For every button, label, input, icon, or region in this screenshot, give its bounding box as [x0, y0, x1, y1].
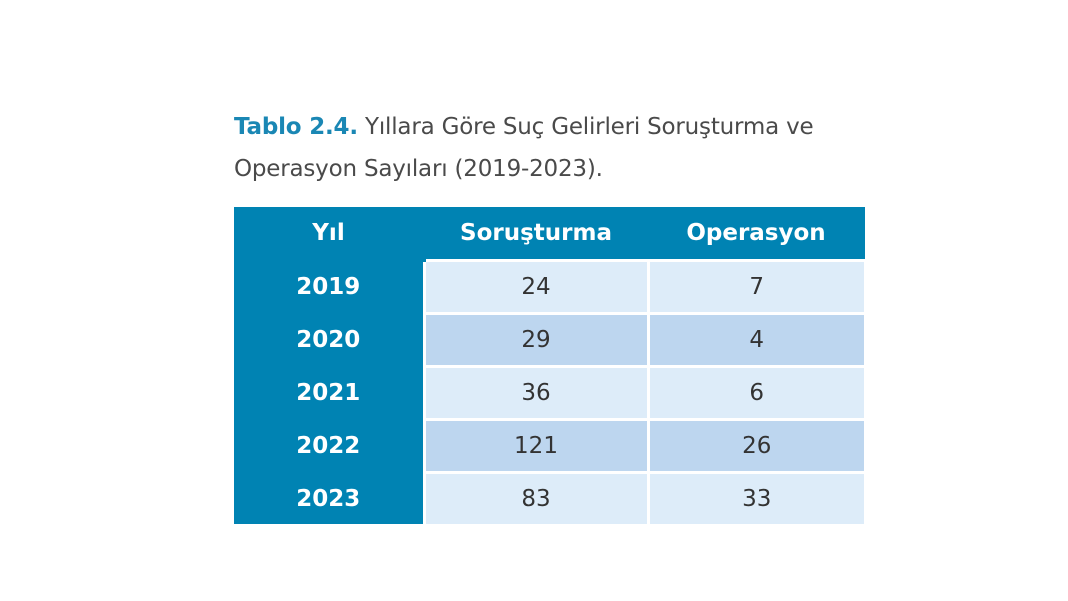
cell-operasyon: 33 — [646, 471, 864, 524]
header-row: Yıl Soruşturma Operasyon — [234, 207, 865, 261]
cell-year: 2023 — [234, 471, 424, 524]
table-row: 2020 29 4 — [234, 312, 864, 367]
table-caption: Tablo 2.4. Yıllara Göre Suç Gelirleri So… — [234, 106, 894, 190]
cell-operasyon: 4 — [646, 312, 864, 367]
header-sorusturma: Soruşturma — [424, 207, 649, 261]
table-row: 2022 121 26 — [234, 418, 864, 473]
caption-label: Tablo 2.4. — [234, 114, 358, 140]
cell-sorusturma: 36 — [422, 365, 648, 420]
header-year: Yıl — [234, 207, 425, 261]
cell-sorusturma: 24 — [422, 259, 648, 314]
caption-text: Yıllara Göre Suç Gelirleri Soruşturma ve… — [234, 114, 814, 182]
table-row: 2023 83 33 — [234, 471, 864, 524]
cell-sorusturma: 29 — [422, 312, 648, 367]
cell-sorusturma: 83 — [422, 471, 648, 524]
cell-year: 2019 — [234, 259, 424, 314]
cell-year: 2021 — [234, 365, 424, 420]
cell-operasyon: 7 — [646, 259, 864, 314]
cell-year: 2020 — [234, 312, 424, 367]
cell-operasyon: 26 — [646, 418, 864, 473]
cell-operasyon: 6 — [646, 365, 864, 420]
data-table: Yıl Soruşturma Operasyon 2019 24 7 2020 … — [234, 207, 865, 524]
cell-year: 2022 — [234, 418, 424, 473]
header-operasyon: Operasyon — [648, 207, 865, 261]
table-row: 2019 24 7 — [234, 259, 864, 314]
table-row: 2021 36 6 — [234, 365, 864, 420]
cell-sorusturma: 121 — [422, 418, 648, 473]
